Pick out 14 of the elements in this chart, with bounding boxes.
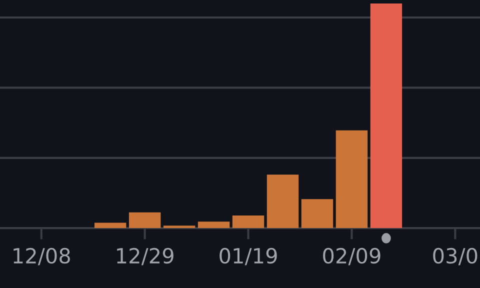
x-tick-label: 03/0 bbox=[433, 248, 478, 266]
bar bbox=[94, 222, 126, 228]
x-tick-label: 12/08 bbox=[14, 248, 70, 266]
x-tick-label: 02/09 bbox=[323, 248, 380, 266]
bar bbox=[198, 222, 230, 228]
bar bbox=[232, 216, 264, 228]
bar bbox=[336, 130, 368, 228]
bar bbox=[301, 199, 334, 228]
bar bbox=[163, 226, 196, 228]
x-tick-label: 01/19 bbox=[220, 248, 277, 266]
bar bbox=[128, 212, 161, 228]
bar bbox=[370, 3, 402, 228]
x-tick-label: 12/29 bbox=[117, 248, 174, 266]
bar bbox=[266, 174, 299, 228]
